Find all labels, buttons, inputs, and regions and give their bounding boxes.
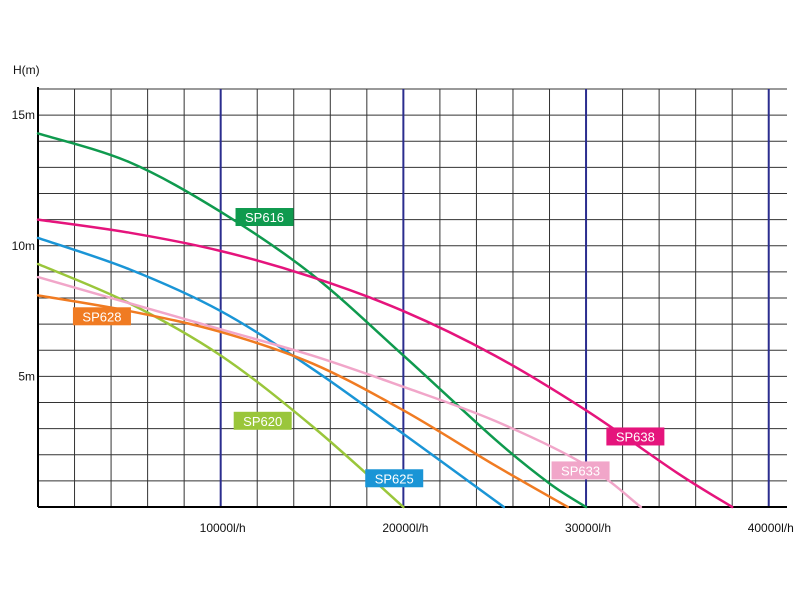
series-label-text: SP620 [243,414,282,429]
series-label-text: SP628 [82,309,121,324]
x-tick-label: 40000l/h [748,521,794,535]
y-tick-label: 15m [12,108,35,122]
curve-sp625 [36,236,506,509]
curve-sp628 [36,294,570,509]
tick-labels: 5m 10m 15m 10000l/h 20000l/h 30000l/h 40000l/h [12,108,794,535]
series-label-text: SP638 [616,429,655,444]
series-label-text: SP616 [245,210,284,225]
y-tick-label: 10m [12,239,35,253]
x-tick-label: 10000l/h [200,521,246,535]
series-label-sp625: SP625 [365,469,424,488]
series-label-sp638: SP638 [606,427,665,446]
curve-sp620 [36,262,405,509]
series-curves [36,132,734,509]
series-label-sp633: SP633 [551,461,610,480]
y-axis-title: H(m) [13,63,40,77]
x-tick-label: 30000l/h [565,521,611,535]
grid [38,88,787,507]
major-gridlines [219,89,770,507]
series-label-box [235,208,294,227]
series-label-text: SP633 [561,463,600,478]
series-label-sp616: SP616 [235,208,294,227]
series-label-sp620: SP620 [233,411,292,430]
series-label-box [606,427,665,446]
y-tick-label: 5m [18,369,35,383]
series-label-box [365,469,424,488]
curve-sp633 [36,275,643,509]
series-label-text: SP625 [375,471,414,486]
x-tick-label: 20000l/h [382,521,428,535]
curve-sp616 [36,132,588,509]
series-label-sp628: SP628 [72,307,131,326]
series-labels: SP616 SP638 SP625 SP620 SP633 SP628 [72,208,665,488]
series-label-box [72,307,131,326]
series-label-box [233,411,292,430]
axes [37,87,787,508]
series-label-box [551,461,610,480]
curve-sp638 [36,218,734,509]
